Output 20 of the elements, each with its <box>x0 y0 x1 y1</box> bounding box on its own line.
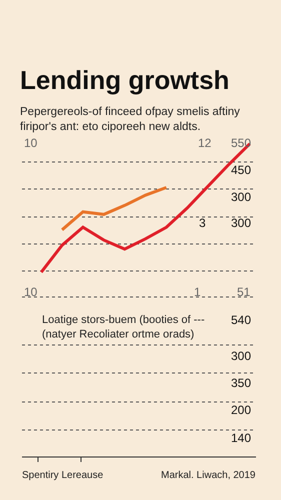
text: Loatige stors-buem (booties of --- (natyer Recoliater ortme orads) <box>42 314 205 340</box>
text: Markal. Liwach, 2019 <box>161 470 256 481</box>
text: Spentiry Lereause <box>22 470 104 481</box>
chart-title: Lending growtsh <box>20 65 230 95</box>
annotation: 550 <box>231 136 252 150</box>
text: 200 <box>231 403 252 417</box>
text: 300 <box>231 349 252 363</box>
chart-subtitle: Pepergereols-of finceed ofpay smelis aftiny firipor's ant: eto ciporeeh new aldts. <box>20 106 240 133</box>
text: 350 <box>231 376 252 390</box>
text: 540 <box>231 313 252 327</box>
annotation: 12 <box>198 136 212 150</box>
text: 51 <box>237 285 251 299</box>
annotation: 300 <box>231 190 252 204</box>
annotation: 300 <box>231 216 252 230</box>
annotation: 3 <box>199 216 206 230</box>
text: 1 <box>194 285 201 299</box>
text: 10 <box>24 285 38 299</box>
annotation: 450 <box>231 163 252 177</box>
text: 140 <box>231 431 252 445</box>
annotation: 10 <box>24 136 38 150</box>
